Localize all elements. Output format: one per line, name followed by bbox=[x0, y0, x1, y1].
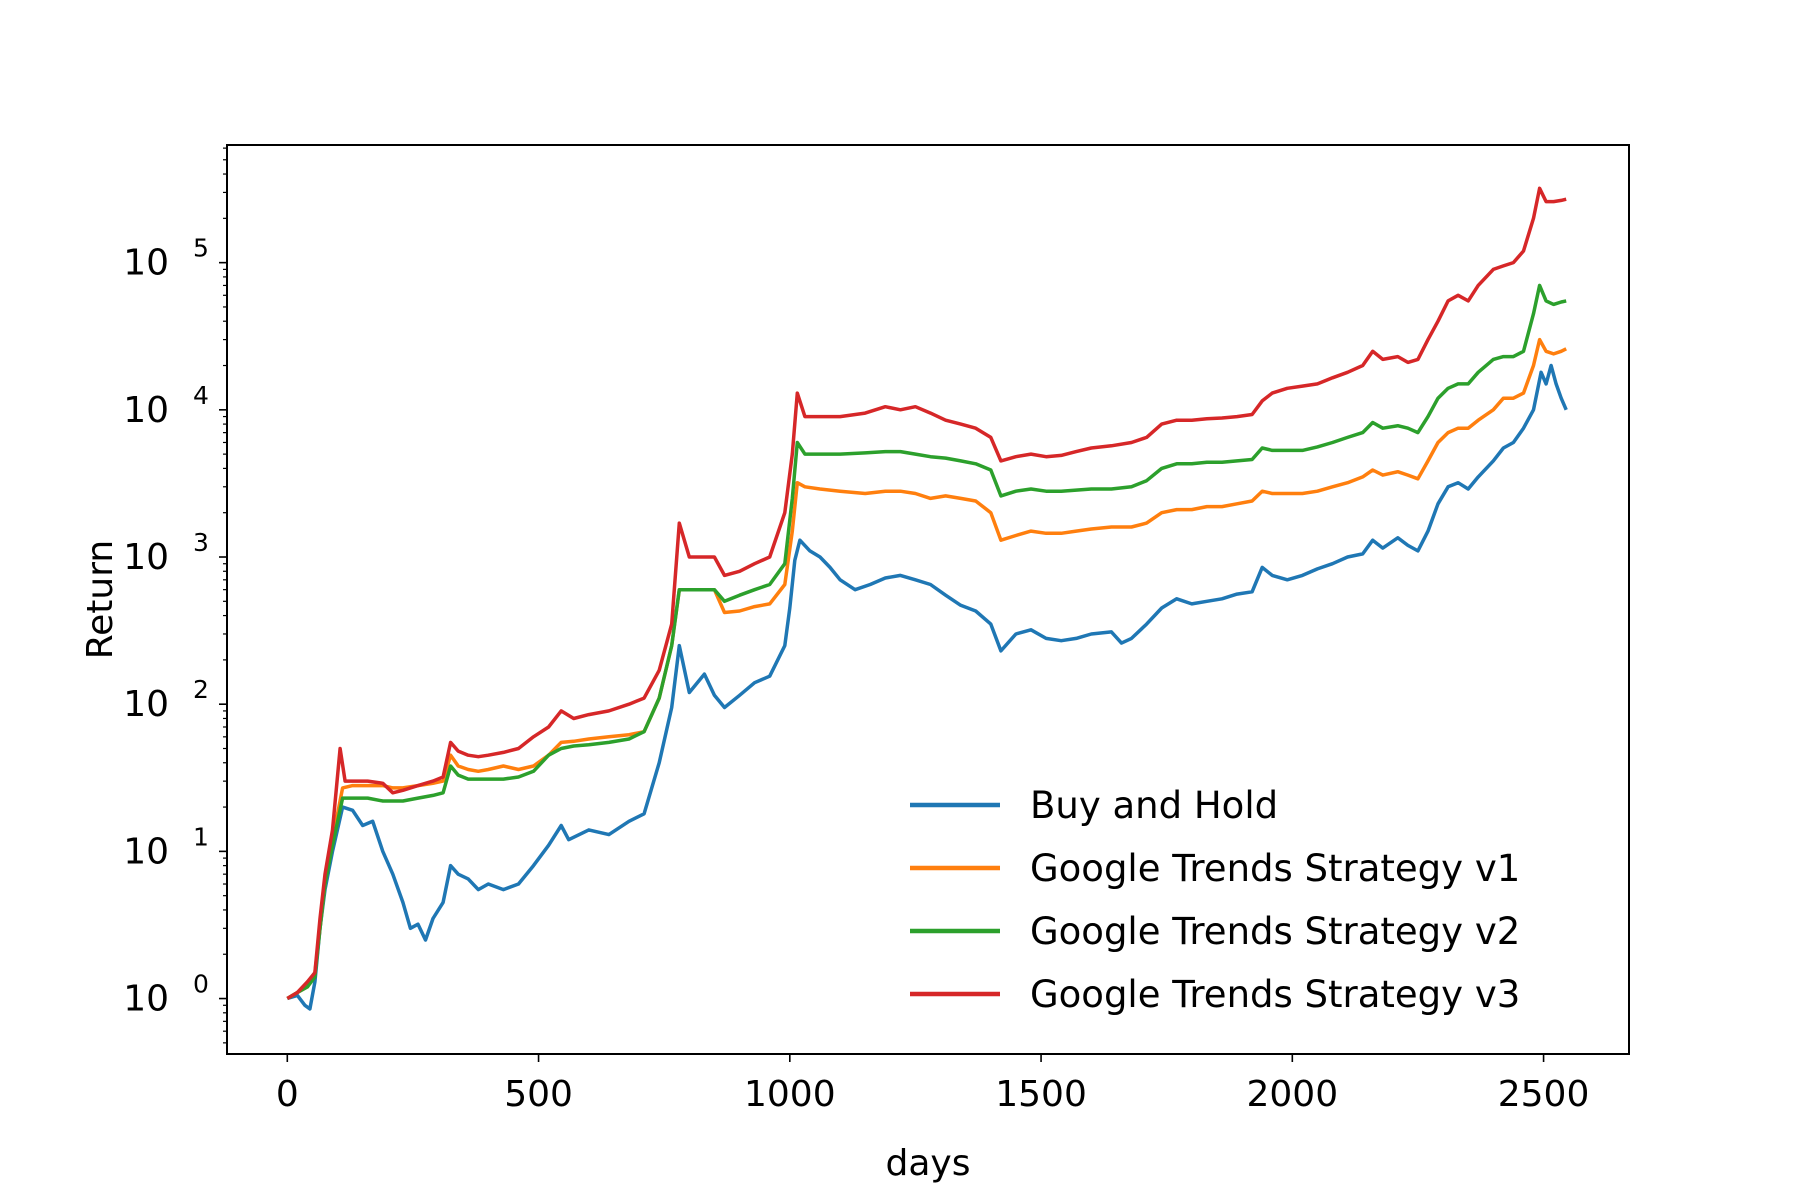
y-tick-exponent: 5 bbox=[193, 234, 209, 263]
y-tick-label: 10 bbox=[123, 390, 169, 431]
x-tick-label: 2500 bbox=[1498, 1074, 1590, 1115]
x-tick-label: 500 bbox=[504, 1074, 573, 1115]
x-tick-label: 1000 bbox=[744, 1074, 836, 1115]
plot-frame bbox=[226, 144, 1630, 1055]
legend: Buy and Hold Google Trends Strategy v1 Goo… bbox=[910, 784, 1520, 1016]
series-line-4 bbox=[286, 186, 1567, 1001]
series-line-1 bbox=[286, 363, 1568, 1011]
series-line-3 bbox=[286, 283, 1567, 1001]
legend-label: Google Trends Strategy v3 bbox=[1030, 973, 1520, 1016]
y-tick-exponent: 2 bbox=[193, 675, 209, 704]
legend-label: Buy and Hold bbox=[1030, 784, 1278, 827]
y-tick-label: 10 bbox=[123, 831, 169, 872]
y-tick-exponent: 0 bbox=[193, 970, 209, 999]
y-tick-exponent: 1 bbox=[193, 822, 209, 851]
x-tick-label: 1500 bbox=[995, 1074, 1087, 1115]
y-tick-label: 10 bbox=[123, 979, 169, 1020]
y-axis: 10 0 10 1 10 2 10 3 10 4 10 5 bbox=[123, 147, 227, 1044]
plot-lines bbox=[286, 186, 1568, 1011]
legend-label: Google Trends Strategy v2 bbox=[1030, 910, 1520, 953]
y-tick-exponent: 4 bbox=[193, 381, 209, 410]
y-tick-exponent: 3 bbox=[193, 528, 209, 557]
y-tick-label: 10 bbox=[123, 684, 169, 725]
x-axis: 0 500 1000 1500 2000 2500 bbox=[276, 1054, 1590, 1115]
x-tick-label: 2000 bbox=[1247, 1074, 1339, 1115]
legend-label: Google Trends Strategy v1 bbox=[1030, 847, 1520, 890]
x-tick-label: 0 bbox=[276, 1074, 299, 1115]
y-axis-label: Return bbox=[80, 540, 121, 659]
x-axis-label: days bbox=[886, 1143, 971, 1184]
y-tick-label: 10 bbox=[123, 537, 169, 578]
y-tick-label: 10 bbox=[123, 243, 169, 284]
series-line-2 bbox=[286, 337, 1567, 1001]
